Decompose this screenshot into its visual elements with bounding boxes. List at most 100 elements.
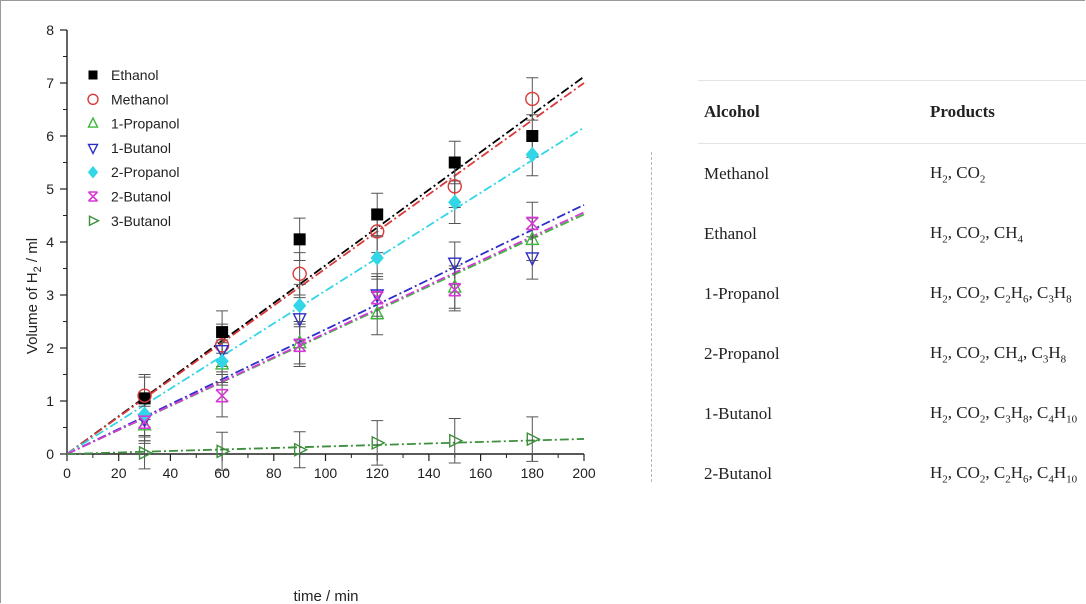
fit-line [66,204,585,455]
y-tick-label: 6 [46,128,54,144]
data-point [447,257,462,272]
table-row: Methanol H2, CO2 [698,144,1086,205]
alcohol-cell: 1-Butanol [704,404,772,423]
error-bar [526,77,539,121]
x-tick-label: 100 [314,465,338,481]
fit-line [66,438,585,455]
legend-marker [88,70,98,80]
alcohol-cell: 2-Propanol [704,344,780,363]
data-point [293,233,306,246]
table-row: 1-Butanol H2, CO2, C3H8, C4H10 [698,384,1086,444]
error-bar [216,431,229,471]
products-cell: H2, CO2, CH4 [930,222,1024,246]
error-bar [526,416,539,462]
data-point [292,266,307,281]
data-point [370,289,385,304]
y-tick-label: 8 [46,22,54,38]
y-tick-label: 3 [46,287,54,303]
data-point [292,313,307,328]
x-tick-label: 0 [63,465,71,481]
error-bar [138,436,151,470]
legend-label: 2-Butanol [111,189,171,205]
plot-area: 0 20 40 60 80 100 120 140 160 180 200 0 1 2 3 4 5 6 7 8 Etha… [46,22,596,481]
x-tick-label: 140 [417,465,441,481]
y-tick-label: 1 [46,393,54,409]
y-axis-label: Volume of H2 / ml [24,238,44,354]
fit-line [66,213,585,455]
data-point [448,156,461,169]
legend-marker [87,191,99,202]
fit-line [66,82,585,455]
column-header-alcohol: Alcohol [698,80,924,144]
table-row: 2-Propanol H2, CO2, CH4, C3H8 [698,324,1086,384]
data-point [137,415,152,429]
data-point [371,208,384,221]
data-point [137,416,152,431]
data-point [447,179,462,194]
alcohol-cell: Ethanol [704,224,757,243]
alcohol-cell: 1-Propanol [704,284,780,303]
data-point [215,353,229,370]
data-point [214,344,230,360]
data-point [525,146,539,163]
data-point [448,194,462,211]
legend-label: 2-Propanol [111,164,180,180]
data-point [449,433,464,448]
legend-marker [87,165,99,179]
data-point [370,304,385,320]
legend-marker [87,143,99,155]
data-point [216,326,229,339]
legend-marker [88,215,101,227]
error-bar [448,417,461,464]
legend-marker [87,93,99,106]
products-cell: H2, CO2, C2H6, C4H10 [930,462,1078,486]
x-tick-label: 180 [521,465,545,481]
data-point [448,282,462,297]
data-point [371,435,386,451]
y-tick-label: 2 [46,340,54,356]
legend-label: Ethanol [111,67,158,83]
table-row: 2-Butanol H2, CO2, C2H6, C4H10 [698,444,1086,504]
legend-marker [87,116,99,128]
data-point [370,224,385,239]
divider-line [651,152,652,482]
table-row: 1-Propanol H2, CO2, C2H6, C3H8 [698,264,1086,324]
data-point [293,442,309,457]
fit-line [66,211,585,455]
legend-label: 3-Butanol [111,213,171,229]
y-tick-label: 0 [46,446,54,462]
data-point [525,252,540,267]
x-tick-label: 200 [572,465,596,481]
products-cell: H2, CO2, CH4, C3H8 [930,342,1067,366]
data-point [370,250,384,266]
data-point [293,338,307,353]
x-tick-label: 160 [469,465,493,481]
y-tick-label: 4 [46,234,54,250]
data-point [370,290,384,305]
data-point [138,445,154,461]
x-tick-label: 40 [163,465,179,481]
x-tick-label: 120 [366,465,390,481]
products-cell: H2, CO2 [930,162,986,186]
table-header-row: Alcohol Products [698,80,1086,144]
products-cell: H2, CO2, C2H6, C3H8 [930,282,1072,306]
data-point [525,230,540,246]
data-point [215,388,229,403]
x-tick-label: 60 [214,465,230,481]
error-bar [293,431,306,469]
data-point [216,444,231,459]
alcohol-products-table: Alcohol Products Methanol H2, CO2 Ethano… [698,80,1086,504]
alcohol-cell: 2-Butanol [704,464,772,483]
x-axis-label: time / min [293,588,358,604]
error-bar [371,420,384,466]
legend-label: 1-Butanol [111,140,171,156]
y-tick-label: 5 [46,181,54,197]
data-point [525,216,539,231]
table-row: Ethanol H2, CO2, CH4 [698,204,1086,264]
x-tick-label: 80 [266,465,282,481]
products-cell: H2, CO2, C3H8, C4H10 [930,402,1078,426]
y-tick-label: 7 [46,75,54,91]
data-point [526,130,539,142]
column-header-products: Products [924,80,1086,144]
